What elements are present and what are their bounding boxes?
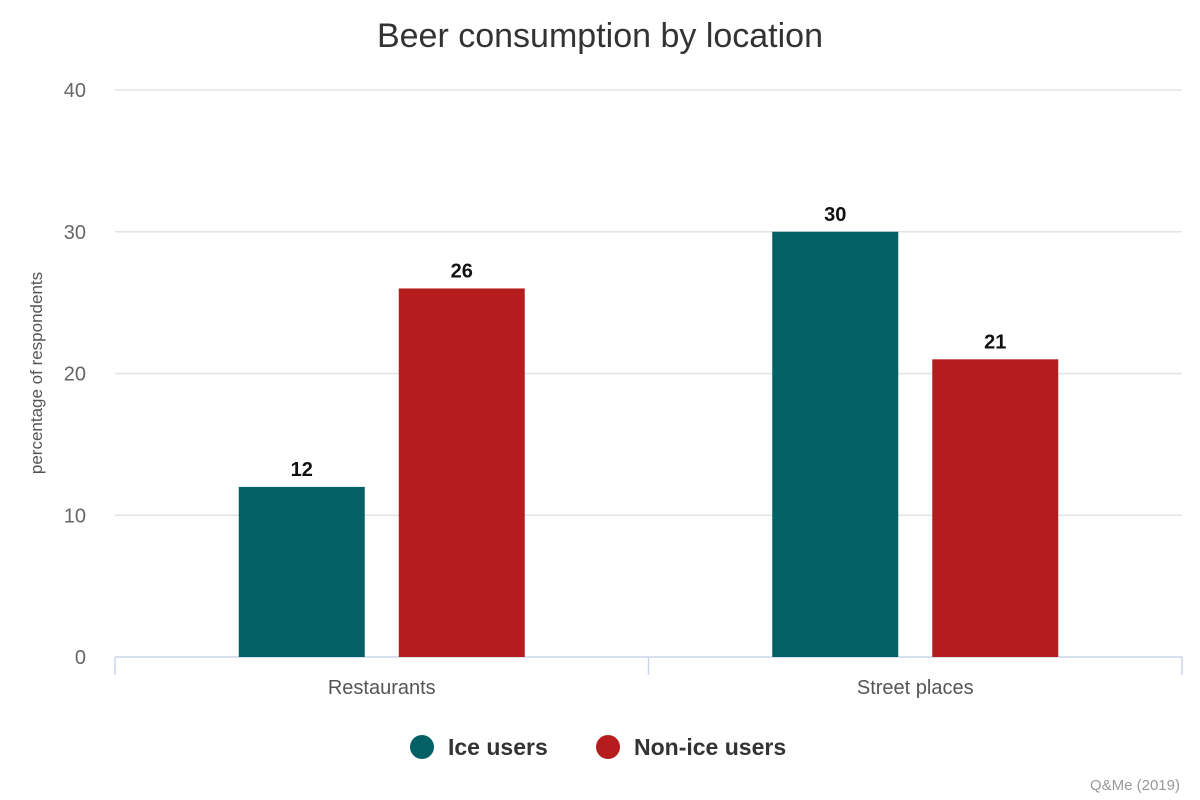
bar — [772, 231, 899, 657]
y-tick-label: 20 — [64, 364, 86, 386]
legend[interactable]: Ice users Non-ice users — [410, 734, 786, 760]
x-axis: Restaurants Street places — [114, 656, 1183, 699]
legend-marker — [596, 735, 620, 759]
y-tick-label: 30 — [64, 222, 86, 244]
y-axis-label: percentage of respondents — [27, 272, 46, 474]
y-tick-label: 10 — [64, 505, 86, 527]
data-label: 12 — [291, 459, 313, 481]
data-label: 26 — [451, 260, 473, 282]
y-axis-ticks: 0 10 20 30 40 — [64, 80, 86, 669]
source-credit: Q&Me (2019) — [1090, 777, 1180, 794]
bar — [398, 288, 525, 657]
y-tick-label: 0 — [75, 647, 86, 669]
x-tick-label: Restaurants — [328, 677, 436, 699]
y-tick-label: 40 — [64, 80, 86, 102]
data-label: 21 — [984, 331, 1006, 353]
legend-item-label: Non-ice users — [634, 734, 786, 760]
bars — [238, 231, 1059, 657]
data-labels: 12 26 30 21 — [291, 204, 1007, 481]
x-tick-label: Street places — [857, 677, 974, 699]
chart-title: Beer consumption by location — [377, 17, 823, 55]
bar — [932, 359, 1059, 657]
legend-item-label: Ice users — [448, 734, 548, 760]
bar — [238, 486, 365, 657]
legend-marker — [410, 735, 434, 759]
data-label: 30 — [824, 204, 846, 226]
